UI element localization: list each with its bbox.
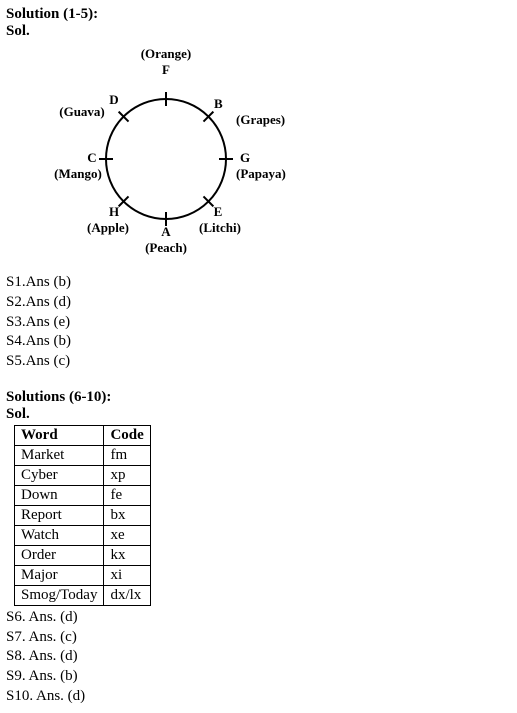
table-cell: Market: [15, 445, 104, 465]
section1-subheading: Sol.: [6, 23, 511, 40]
node-letter: A: [161, 224, 171, 239]
table-row: Marketfm: [15, 445, 151, 465]
table-cell: fe: [104, 485, 150, 505]
table-row: Orderkx: [15, 545, 151, 565]
answer-line: S3.Ans (e): [6, 313, 511, 332]
answer-line: S5.Ans (c): [6, 352, 511, 371]
node-letter: H: [109, 204, 119, 219]
table-cell: kx: [104, 545, 150, 565]
table-cell: Cyber: [15, 465, 104, 485]
node-fruit: (Papaya): [236, 166, 286, 181]
table-cell: Major: [15, 565, 104, 585]
node-letter: C: [87, 150, 96, 165]
table-cell: xe: [104, 525, 150, 545]
table-cell: bx: [104, 505, 150, 525]
table-cell: Order: [15, 545, 104, 565]
table-row: Majorxi: [15, 565, 151, 585]
table-cell: xp: [104, 465, 150, 485]
table-cell: fm: [104, 445, 150, 465]
answer-line: S9. Ans. (b): [6, 667, 511, 686]
node-letter: G: [240, 150, 250, 165]
table-cell: Down: [15, 485, 104, 505]
answer-line: S10. Ans. (d): [6, 687, 511, 706]
table-row: Smog/Todaydx/lx: [15, 585, 151, 605]
table-row: Cyberxp: [15, 465, 151, 485]
answer-line: S2.Ans (d): [6, 293, 511, 312]
section2-heading: Solutions (6-10):: [6, 389, 511, 406]
section2-subheading: Sol.: [6, 406, 511, 423]
node-fruit: (Peach): [145, 240, 187, 255]
node-letter: D: [109, 92, 118, 107]
table-cell: Report: [15, 505, 104, 525]
word-code-table: WordCode MarketfmCyberxpDownfeReportbxWa…: [14, 425, 151, 606]
node-fruit: (Orange): [141, 46, 192, 61]
table-header: Code: [104, 425, 150, 445]
node-letter: B: [214, 96, 223, 111]
node-fruit: (Apple): [87, 220, 129, 235]
table-cell: dx/lx: [104, 585, 150, 605]
table-header: Word: [15, 425, 104, 445]
table-row: Downfe: [15, 485, 151, 505]
table-cell: xi: [104, 565, 150, 585]
table-row: Reportbx: [15, 505, 151, 525]
node-fruit: (Litchi): [199, 220, 241, 235]
answer-line: S7. Ans. (c): [6, 628, 511, 647]
table-row: Watchxe: [15, 525, 151, 545]
node-fruit: (Grapes): [236, 112, 285, 127]
node-fruit: (Guava): [59, 104, 105, 119]
seating-diagram: F(Orange) B (Grapes) G(Papaya) E(Litchi) A(Pe…: [46, 44, 511, 269]
answer-line: S4.Ans (b): [6, 332, 511, 351]
node-fruit: (Mango): [54, 166, 102, 181]
answer-line: S1.Ans (b): [6, 273, 511, 292]
section1-heading: Solution (1-5):: [6, 6, 511, 23]
table-cell: Watch: [15, 525, 104, 545]
node-letter: E: [214, 204, 223, 219]
node-letter: F: [162, 62, 170, 77]
answer-line: S6. Ans. (d): [6, 608, 511, 627]
answer-line: S8. Ans. (d): [6, 647, 511, 666]
table-cell: Smog/Today: [15, 585, 104, 605]
